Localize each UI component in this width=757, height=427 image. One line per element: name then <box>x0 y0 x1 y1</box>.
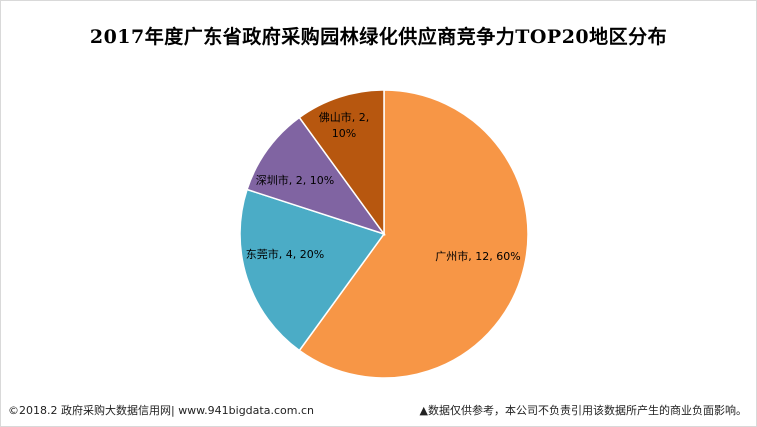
pie-slice-3 <box>246 116 386 236</box>
footer-disclaimer: ▲数据仅供参考，本公司不负责引用该数据所产生的商业负面影响。 <box>419 404 747 417</box>
footer-source: ©2018.2 政府采购大数据信用网| www.941bigdata.com.c… <box>8 404 314 417</box>
slice-data-label-3: 深圳市, 2, 10% <box>256 173 334 187</box>
pie-slice-1 <box>298 89 529 379</box>
slice-data-label-1: 广州市, 12, 60% <box>435 249 520 263</box>
slice-data-label-2: 东莞市, 4, 20% <box>246 247 324 261</box>
pie-slice-2 <box>239 188 386 352</box>
chart-title: 2017年度广东省政府采购园林绿化供应商竞争力TOP20地区分布 <box>89 26 668 48</box>
pie-slice-4 <box>298 89 385 237</box>
slice-data-label-4: 佛山市, 2, 10% <box>319 110 370 140</box>
